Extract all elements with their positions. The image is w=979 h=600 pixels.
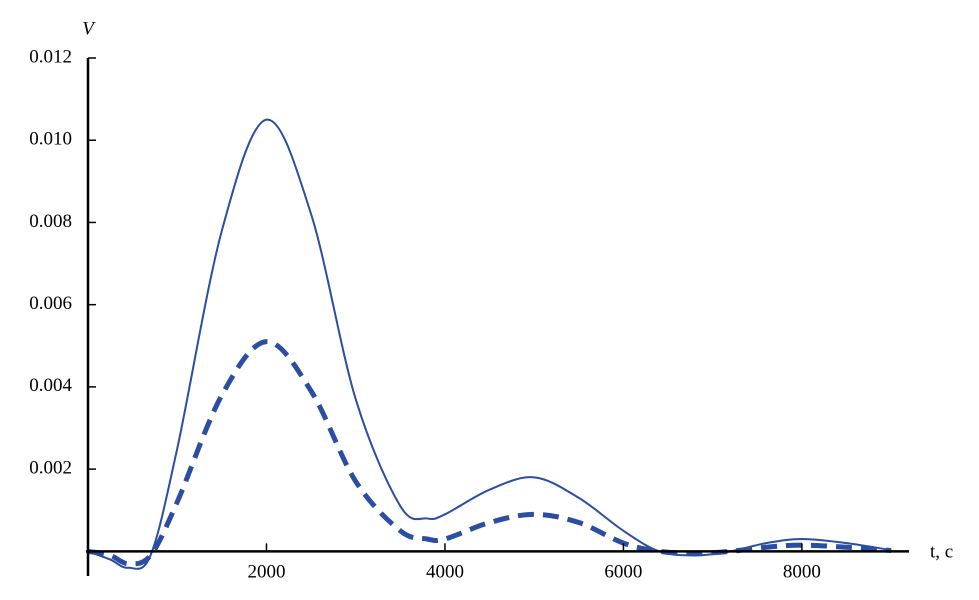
x-axis-label: t, c <box>930 541 953 562</box>
x-tick-label: 2000 <box>247 562 285 583</box>
y-tick-label: 0.004 <box>29 375 72 396</box>
y-tick-label: 0.012 <box>29 46 72 67</box>
x-tick-label: 8000 <box>783 562 821 583</box>
y-tick-label: 0.002 <box>29 457 72 478</box>
x-tick-label: 4000 <box>426 562 464 583</box>
y-tick-label: 0.010 <box>29 129 72 150</box>
x-tick-label: 6000 <box>604 562 642 583</box>
series-line <box>87 339 892 567</box>
y-tick-label: 0.008 <box>29 211 72 232</box>
y-tick-label: 0.006 <box>29 293 72 314</box>
y-axis-label: V <box>82 18 96 39</box>
series-line <box>87 118 892 570</box>
